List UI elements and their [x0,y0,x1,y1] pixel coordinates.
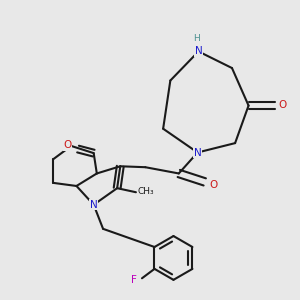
Text: N: N [90,200,98,210]
Text: O: O [64,140,72,150]
Text: N: N [194,148,201,158]
Text: O: O [279,100,287,110]
Text: CH₃: CH₃ [138,187,154,196]
Text: N: N [195,46,203,56]
Text: H: H [194,34,200,43]
Text: O: O [209,180,217,190]
Text: F: F [130,275,136,285]
